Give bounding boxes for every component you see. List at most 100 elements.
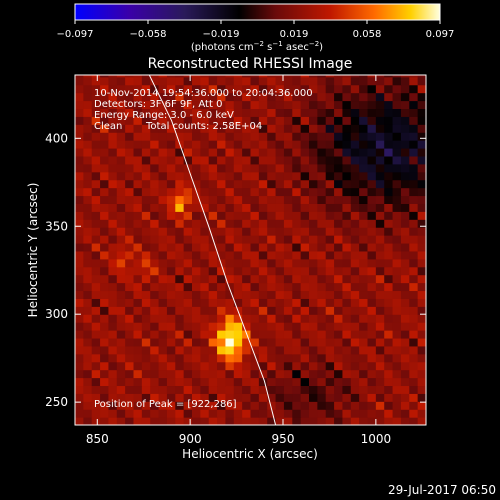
heatmap-cell — [409, 219, 419, 228]
heatmap-cell — [158, 369, 168, 379]
heatmap-cell — [116, 330, 126, 339]
heatmap-cell — [325, 124, 335, 133]
heatmap-cell — [325, 409, 335, 418]
heatmap-cell — [150, 298, 160, 307]
heatmap-cell — [300, 92, 310, 102]
heatmap-cell — [200, 242, 210, 252]
heatmap-cell — [258, 282, 268, 292]
heatmap-cell — [292, 76, 302, 86]
heatmap-cell — [192, 132, 201, 141]
heatmap-cell — [100, 195, 110, 204]
heatmap-cell — [183, 84, 193, 94]
heatmap-cell — [359, 345, 369, 355]
heatmap-cell — [342, 211, 352, 220]
heatmap-cell — [116, 235, 126, 244]
heatmap-cell — [200, 282, 210, 292]
heatmap-cell — [166, 282, 176, 292]
heatmap-cell — [359, 108, 369, 117]
heatmap-cell — [208, 385, 218, 394]
heatmap-cell — [375, 314, 385, 323]
heatmap-cell — [283, 369, 293, 379]
heatmap-cell — [217, 290, 227, 299]
heatmap-cell — [175, 132, 185, 141]
heatmap-cell — [225, 353, 235, 363]
heatmap-cell — [91, 203, 101, 212]
heatmap-cell — [183, 242, 193, 252]
heatmap-cell — [75, 393, 84, 402]
heatmap-cell — [359, 163, 369, 173]
heatmap-cell — [116, 195, 126, 204]
heatmap-cell — [75, 266, 84, 276]
heatmap-cell — [334, 314, 344, 323]
heatmap-cell — [133, 155, 143, 165]
heatmap-cell — [208, 242, 218, 252]
heatmap-cell — [417, 345, 426, 355]
heatmap-cell — [158, 203, 168, 212]
heatmap-cell — [359, 235, 369, 244]
heatmap-cell — [375, 75, 385, 78]
heatmap-cell — [400, 195, 410, 204]
heatmap-cell — [342, 219, 352, 228]
heatmap-cell — [242, 75, 252, 78]
heatmap-cell — [217, 401, 227, 410]
y-tick-label: 250 — [45, 395, 68, 409]
heatmap-cell — [233, 409, 243, 418]
heatmap-cell — [175, 211, 185, 220]
heatmap-cell — [367, 187, 377, 197]
heatmap-cell — [267, 258, 277, 268]
heatmap-cell — [166, 155, 176, 165]
heatmap-cell — [175, 401, 185, 410]
heatmap-cell — [400, 377, 410, 387]
chart-title: Reconstructed RHESSI Image — [148, 56, 353, 72]
heatmap-cell — [350, 345, 360, 355]
heatmap-cell — [175, 84, 185, 94]
heatmap-cell — [367, 361, 377, 371]
heatmap-cell — [183, 179, 193, 189]
heatmap-cell — [141, 409, 151, 418]
heatmap-cell — [100, 92, 110, 102]
heatmap-cell — [350, 298, 360, 307]
heatmap-cell — [116, 298, 126, 307]
heatmap-cell — [141, 211, 151, 220]
heatmap-cell — [350, 84, 360, 94]
heatmap-cell — [183, 195, 193, 204]
heatmap-cell — [409, 147, 419, 157]
heatmap-cell — [342, 409, 352, 418]
heatmap-cell — [350, 235, 360, 244]
heatmap-cell — [275, 393, 285, 402]
heatmap-cell — [233, 75, 243, 78]
heatmap-cell — [116, 108, 126, 117]
heatmap-cell — [359, 187, 369, 197]
heatmap-cell — [192, 100, 201, 110]
heatmap-cell — [150, 385, 160, 394]
heatmap-cell — [283, 274, 293, 284]
heatmap-cell — [384, 179, 394, 189]
heatmap-cell — [392, 203, 402, 212]
heatmap-cell — [375, 274, 385, 284]
heatmap-cell — [108, 377, 118, 387]
heatmap-cell — [375, 140, 385, 149]
heatmap-cell — [409, 195, 419, 204]
heatmap-cell — [150, 250, 160, 260]
heatmap-cell — [166, 306, 176, 315]
heatmap-cell — [309, 195, 318, 204]
heatmap-cell — [108, 100, 118, 110]
heatmap-cell — [392, 100, 402, 110]
heatmap-cell — [342, 92, 352, 102]
heatmap-cell — [317, 330, 327, 339]
heatmap-cell — [91, 250, 101, 260]
heatmap-cell — [392, 274, 402, 284]
heatmap-cell — [100, 345, 110, 355]
heatmap-cell — [183, 203, 193, 212]
heatmap-cell — [83, 179, 93, 189]
heatmap-cell — [91, 377, 101, 387]
heatmap-cell — [150, 163, 160, 173]
heatmap-cell — [325, 369, 335, 379]
heatmap-cell — [225, 266, 235, 276]
heatmap-cell — [75, 298, 84, 307]
heatmap-cell — [367, 195, 377, 204]
heatmap-cell — [200, 132, 210, 141]
heatmap-cell — [125, 250, 135, 260]
heatmap-cell — [350, 393, 360, 402]
heatmap-cell — [250, 290, 260, 299]
